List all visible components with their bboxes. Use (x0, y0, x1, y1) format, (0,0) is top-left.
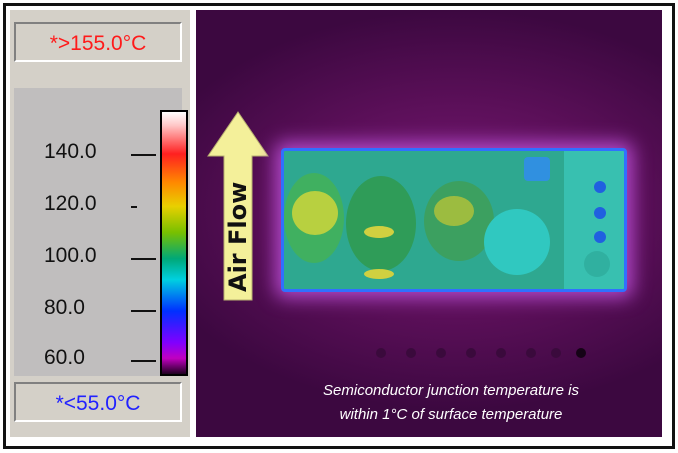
tick-label-120: 120.0 (44, 192, 97, 215)
air-flow-label: Air Flow (224, 181, 252, 292)
thermal-image: Air Flow Semiconductor junction temperat… (196, 10, 662, 437)
tick-label-100: 100.0 (44, 244, 97, 267)
temperature-scale-panel: *>155.0°C 140.0 120.0 100.0 80.0 60.0 *<… (10, 10, 190, 437)
tick-mark (131, 206, 137, 208)
caption-line-2: within 1°C of surface temperature (339, 406, 563, 423)
tick-mark (131, 360, 156, 362)
tick-mark (131, 310, 156, 312)
tick-label-60: 60.0 (44, 346, 85, 369)
min-temperature-label: *<55.0°C (14, 382, 182, 422)
caption-line-1: Semiconductor junction temperature is (323, 382, 579, 399)
tick-mark (131, 154, 156, 156)
scale-area (14, 88, 182, 376)
tick-label-80: 80.0 (44, 296, 85, 319)
tick-mark (131, 258, 156, 260)
circuit-board-heat-map (281, 148, 627, 292)
tick-label-140: 140.0 (44, 140, 97, 163)
color-gradient-bar (160, 110, 188, 376)
max-temperature-label: *>155.0°C (14, 22, 182, 62)
air-flow-arrow-icon (207, 111, 269, 301)
